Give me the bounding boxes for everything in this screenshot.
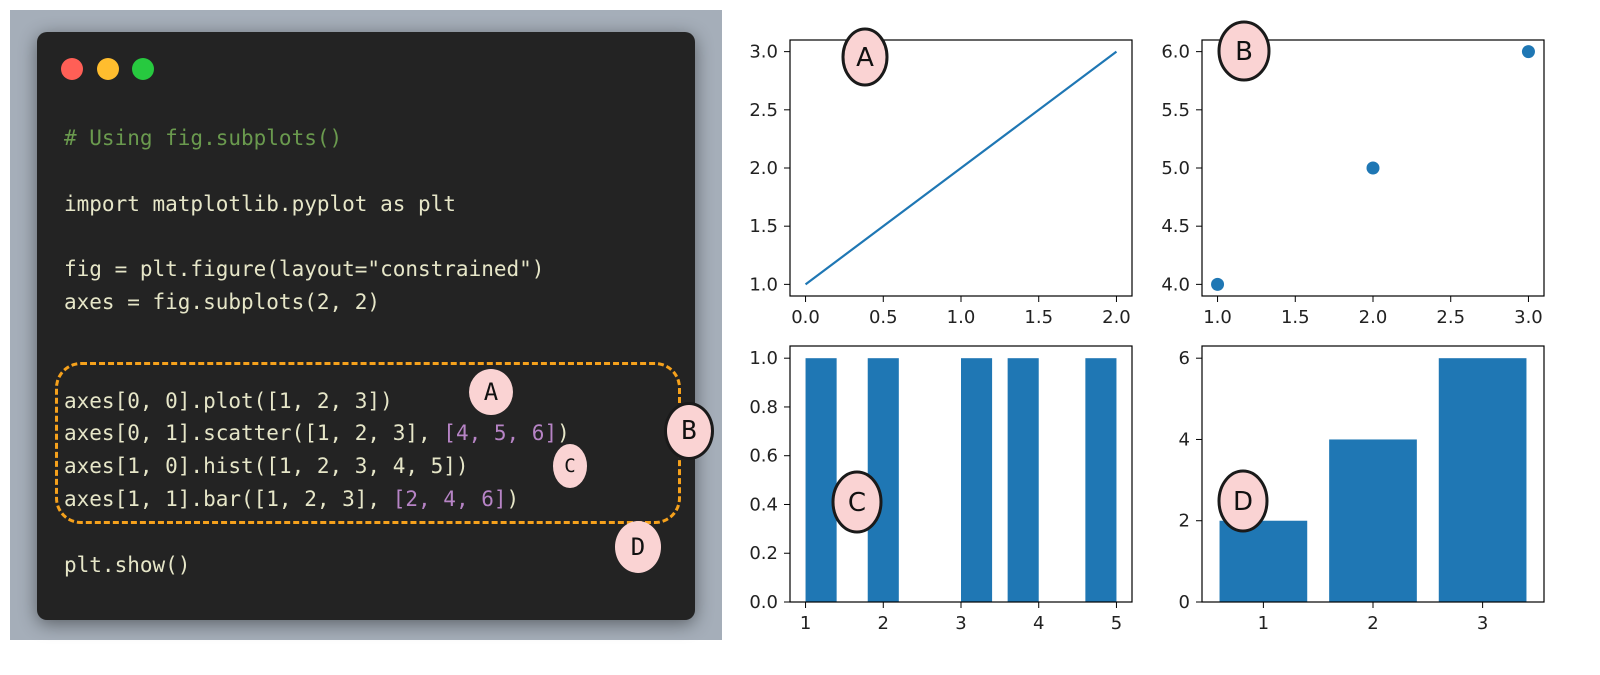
chart-3-y-tick-label: 0.4 — [749, 494, 778, 515]
chart-1-y-tick-label: 1.5 — [749, 216, 778, 237]
chart-3-callout-label: C — [848, 488, 866, 518]
chart-3-y-tick-label: 0.2 — [749, 543, 778, 564]
code-comment: # Using fig.subplots() — [64, 126, 343, 150]
chart-4-bar — [1329, 439, 1417, 602]
chart-2-y-tick-label: 5.5 — [1161, 100, 1190, 121]
chart-4-callout-label: D — [1233, 487, 1253, 517]
chart-4-x-tick-label: 1 — [1258, 613, 1269, 634]
chart-3-x-tick-label: 4 — [1033, 613, 1044, 634]
code-bar-arg: [2, 4, 6] — [392, 487, 507, 511]
code-scatter-line: axes[0, 1].scatter([1, 2, 3], [4, 5, 6]) — [64, 421, 570, 445]
chart-2-y-tick-label: 5.0 — [1161, 158, 1190, 179]
code-plot-line: axes[0, 0].plot([1, 2, 3]) — [64, 389, 393, 413]
chart-3-bar — [1085, 358, 1117, 602]
chart-3-x-tick-label: 3 — [955, 613, 966, 634]
chart-2-point — [1521, 45, 1535, 59]
chart-1-callout-badge — [841, 27, 889, 87]
chart-3-x-tick-label: 2 — [878, 613, 889, 634]
chart-2-x-tick-label: 1.5 — [1281, 307, 1310, 328]
chart-1-x-tick-label: 1.5 — [1024, 307, 1053, 328]
chart-2-callout-label: B — [1235, 37, 1253, 67]
chart-4-bar — [1219, 520, 1308, 602]
callout-d-code: D — [615, 521, 661, 573]
chart-2-x-tick-label: 2.0 — [1359, 307, 1388, 328]
chart-3-y-tick-label: 0.8 — [749, 397, 778, 418]
chart-4-y-tick-label: 0 — [1179, 592, 1190, 613]
chart-3-y-tick-label: 0.0 — [749, 592, 778, 613]
code-figure-line: fig = plt.figure(layout="constrained") — [64, 257, 545, 281]
chart-1-y-tick-label: 3.0 — [749, 42, 778, 63]
chart-1-series-line — [804, 50, 1118, 286]
minimize-dot-icon — [97, 58, 119, 80]
chart-4-x-tick-label: 2 — [1367, 613, 1378, 634]
chart-3-x-tick-label: 5 — [1111, 613, 1122, 634]
chart-2-x-tick-label: 3.0 — [1514, 307, 1543, 328]
maximize-dot-icon — [132, 58, 154, 80]
chart-2-y-tick-label: 4.0 — [1161, 274, 1190, 295]
chart-4-y-tick-label: 4 — [1179, 429, 1190, 450]
code-hist-line: axes[1, 0].hist([1, 2, 3, 4, 5]) — [64, 454, 469, 478]
chart-2-y-tick-label: 6.0 — [1161, 42, 1190, 63]
chart-1-x-tick-label: 0.5 — [869, 307, 898, 328]
chart-1-callout-label: A — [856, 43, 874, 73]
callout-c-code: C — [553, 444, 587, 488]
chart-1-x-tick-label: 2.0 — [1102, 307, 1131, 328]
chart-2-callout-badge — [1217, 20, 1271, 82]
code-import-line: import matplotlib.pyplot as plt — [64, 192, 456, 216]
chart-2-x-tick-label: 2.5 — [1436, 307, 1465, 328]
chart-1-y-tick-label: 1.0 — [749, 274, 778, 295]
chart-3-bar — [805, 358, 837, 602]
chart-2-point — [1211, 277, 1225, 291]
callout-a-code: A — [469, 369, 513, 415]
chart-2-x-tick-label: 1.0 — [1203, 307, 1232, 328]
chart-1-y-tick-label: 2.5 — [749, 100, 778, 121]
chart-4-callout-badge — [1217, 469, 1269, 533]
chart-1-x-tick-label: 1.0 — [947, 307, 976, 328]
chart-3-bar — [961, 358, 993, 602]
callout-b-code: B — [664, 402, 714, 460]
close-dot-icon — [61, 58, 83, 80]
code-scatter-arg: [4, 5, 6] — [443, 421, 558, 445]
chart-3-callout-badge — [831, 470, 883, 534]
chart-3-y-tick-label: 0.6 — [749, 446, 778, 467]
chart-1-y-tick-label: 2.0 — [749, 158, 778, 179]
chart-3-x-tick-label: 1 — [800, 613, 811, 634]
chart-3-bar — [1007, 358, 1039, 602]
code-scatter-prefix: axes[0, 1].scatter([1, 2, 3], — [64, 421, 444, 445]
chart-1-x-tick-label: 0.0 — [791, 307, 820, 328]
code-bar-prefix: axes[1, 1].bar([1, 2, 3], — [64, 487, 393, 511]
chart-4-y-tick-label: 6 — [1179, 348, 1190, 369]
chart-4-bar — [1438, 358, 1527, 602]
chart-4-y-tick-label: 2 — [1179, 511, 1190, 532]
code-show-line: plt.show() — [64, 553, 191, 577]
chart-4-x-tick-label: 3 — [1477, 613, 1488, 634]
chart-3-y-tick-label: 1.0 — [749, 348, 778, 369]
code-axes-line: axes = fig.subplots(2, 2) — [64, 290, 381, 314]
code-scatter-suffix: ) — [557, 421, 570, 445]
chart-2-y-tick-label: 4.5 — [1161, 216, 1190, 237]
chart-2-point — [1366, 161, 1380, 175]
code-bar-suffix: ) — [506, 487, 520, 511]
code-bar-line: axes[1, 1].bar([1, 2, 3], [2, 4, 6]) — [64, 487, 519, 511]
